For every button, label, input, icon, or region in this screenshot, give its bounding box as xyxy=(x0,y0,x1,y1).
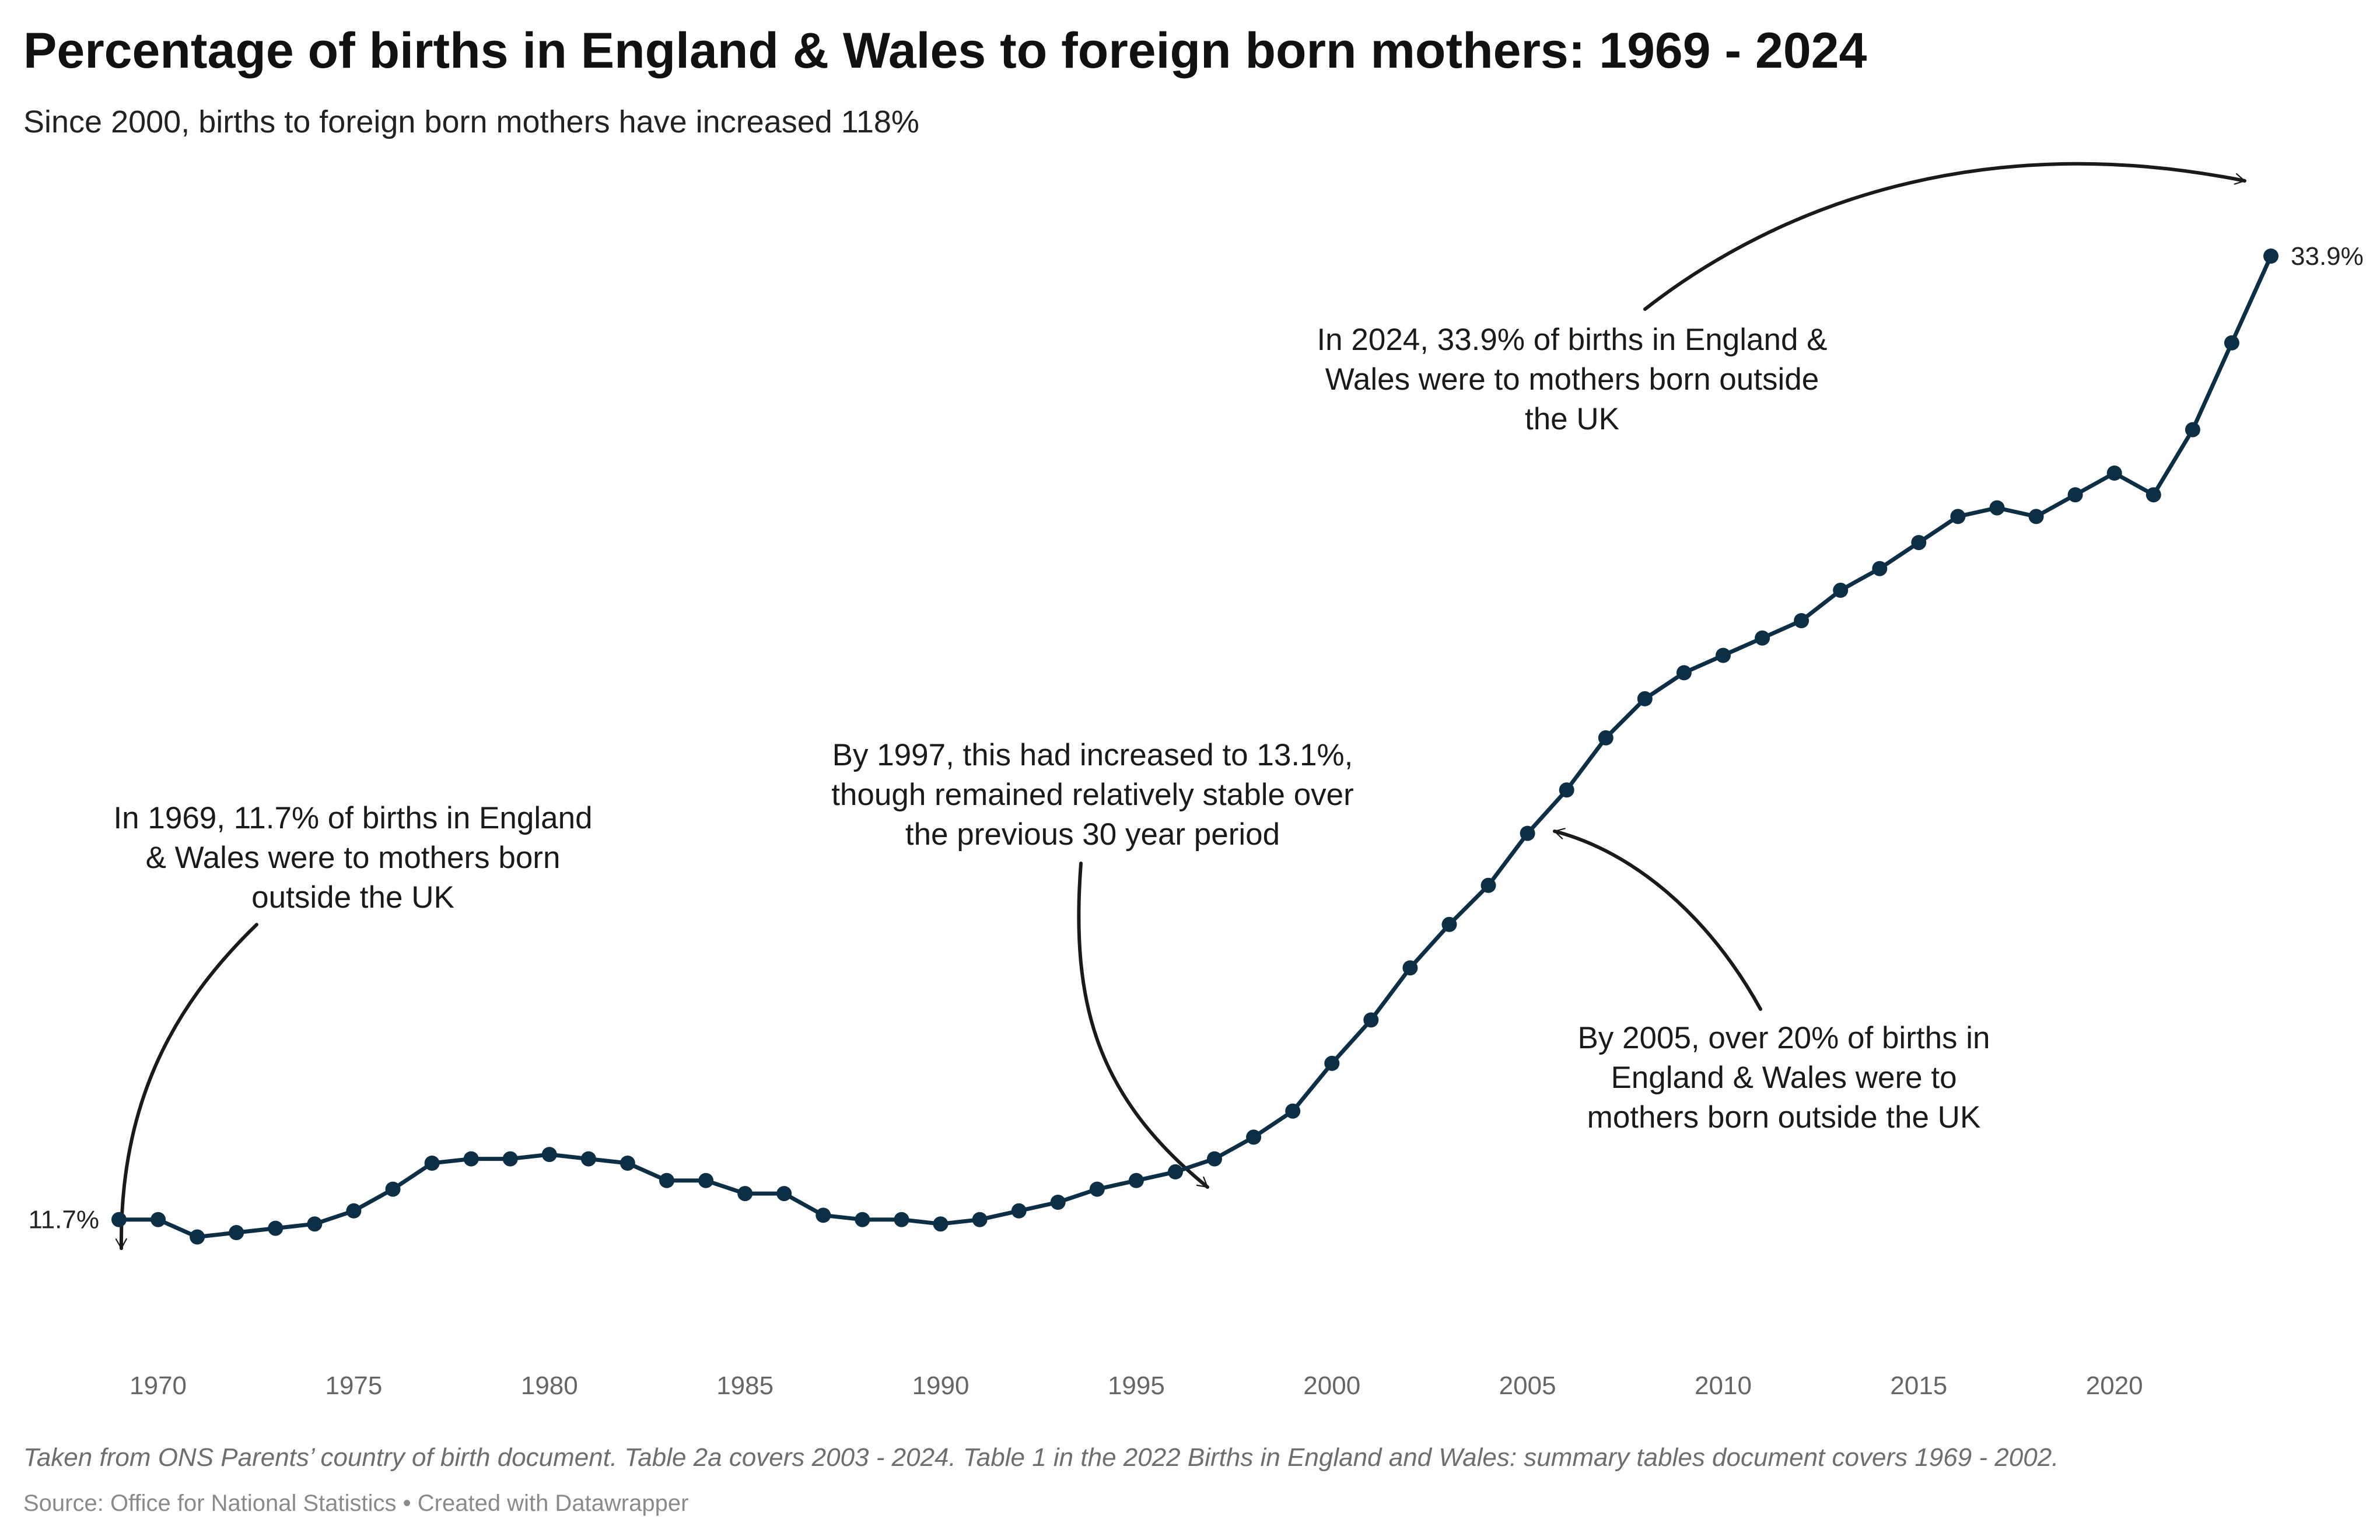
chart-notes: Taken from ONS Parents’ country of birth… xyxy=(23,1443,2059,1472)
chart-source: Source: Office for National Statistics •… xyxy=(23,1490,689,1516)
data-point xyxy=(1911,535,1927,551)
annotation-line: In 1969, 11.7% of births in England xyxy=(113,801,592,835)
data-point xyxy=(385,1181,401,1197)
data-point xyxy=(1833,582,1849,598)
data-point xyxy=(933,1216,949,1232)
data-point xyxy=(541,1147,557,1163)
annotation-line: Wales were to mothers born outside xyxy=(1325,362,1819,397)
annotation-line: By 1997, this had increased to 13.1%, xyxy=(832,738,1353,772)
end-value-label: 33.9% xyxy=(2291,242,2364,271)
data-point xyxy=(1363,1012,1379,1028)
x-tick-label: 2015 xyxy=(1890,1371,1947,1400)
data-point xyxy=(580,1151,596,1167)
end-labels: 11.7% 33.9% xyxy=(29,242,2364,1234)
data-point xyxy=(620,1156,635,1171)
data-point xyxy=(1285,1103,1301,1119)
data-point xyxy=(1324,1055,1340,1071)
x-tick-label: 1975 xyxy=(325,1371,382,1400)
data-point xyxy=(2224,335,2239,351)
data-point xyxy=(1480,877,1496,893)
x-tick-label: 1985 xyxy=(716,1371,774,1400)
data-point xyxy=(1011,1203,1027,1219)
annotation-line: & Wales were to mothers born xyxy=(146,841,561,875)
chart-subtitle: Since 2000, births to foreign born mothe… xyxy=(23,104,919,139)
annotations: In 1969, 11.7% of births in England & Wal… xyxy=(113,323,1990,1135)
data-point xyxy=(855,1212,870,1227)
annotation-text: By 1997, this had increased to 13.1%, tho… xyxy=(831,738,1354,852)
data-point xyxy=(346,1203,362,1219)
data-point xyxy=(2067,487,2083,503)
data-point xyxy=(1637,691,1653,706)
data-point xyxy=(1872,561,1888,576)
data-point xyxy=(972,1212,988,1227)
data-point xyxy=(1050,1195,1066,1210)
data-point xyxy=(1989,500,2005,516)
annotation-text: In 1969, 11.7% of births in England & Wal… xyxy=(113,801,592,915)
data-point xyxy=(1168,1164,1183,1180)
start-value-label: 11.7% xyxy=(29,1206,100,1234)
annotation-text: By 2005, over 20% of births in England & … xyxy=(1577,1021,1990,1135)
data-point xyxy=(1598,730,1614,746)
data-point xyxy=(307,1216,323,1232)
annotation-line: England & Wales were to xyxy=(1611,1060,1957,1095)
data-point xyxy=(1089,1181,1105,1197)
annotation-text: In 2024, 33.9% of births in England & Wal… xyxy=(1317,323,1827,436)
x-tick-label: 2000 xyxy=(1303,1371,1360,1400)
data-point xyxy=(1246,1129,1262,1145)
data-point xyxy=(816,1208,831,1223)
data-point xyxy=(190,1229,205,1245)
data-point xyxy=(2185,422,2200,438)
data-point xyxy=(463,1151,479,1167)
data-point xyxy=(1559,782,1574,798)
x-tick-label: 2005 xyxy=(1499,1371,1556,1400)
annotation-line: mothers born outside the UK xyxy=(1587,1100,1981,1135)
data-point xyxy=(2263,249,2278,264)
x-tick-label: 1970 xyxy=(130,1371,187,1400)
annotation-line: the UK xyxy=(1525,402,1619,436)
data-point xyxy=(1128,1172,1144,1188)
data-point xyxy=(659,1172,674,1188)
line-chart: 1970 1975 1980 1985 1990 1995 2000 2005 2010 2015… xyxy=(29,162,2364,1400)
data-point xyxy=(1716,648,1731,663)
data-point xyxy=(1794,613,1810,628)
data-point xyxy=(1441,916,1457,932)
annotation-arrows xyxy=(121,162,2246,1250)
data-point xyxy=(1950,509,1966,524)
annotation-arrow xyxy=(121,923,258,1250)
annotation-arrow xyxy=(1643,162,2246,311)
data-point xyxy=(1207,1151,1222,1167)
annotation-arrow xyxy=(1077,862,1209,1189)
data-point xyxy=(268,1220,284,1236)
x-tick-label: 1980 xyxy=(521,1371,578,1400)
x-tick-label: 2010 xyxy=(1695,1371,1752,1400)
data-point xyxy=(424,1156,440,1171)
x-tick-label: 2020 xyxy=(2086,1371,2143,1400)
data-point xyxy=(2028,509,2044,524)
data-point xyxy=(150,1212,166,1227)
data-point xyxy=(776,1186,792,1202)
x-axis: 1970 1975 1980 1985 1990 1995 2000 2005 2010 2015… xyxy=(130,1371,2143,1400)
annotation-arrow xyxy=(1553,831,1762,1011)
data-point xyxy=(1755,630,1770,646)
annotation-line: though remained relatively stable over xyxy=(831,778,1354,812)
x-tick-label: 1995 xyxy=(1108,1371,1165,1400)
annotation-line: outside the UK xyxy=(251,880,454,915)
data-point xyxy=(1676,665,1692,681)
data-point xyxy=(229,1225,244,1240)
data-point xyxy=(1520,825,1535,841)
data-point xyxy=(2146,487,2161,503)
annotation-line: In 2024, 33.9% of births in England & xyxy=(1317,323,1827,357)
data-point xyxy=(698,1172,714,1188)
data-point xyxy=(1402,960,1418,976)
data-point xyxy=(737,1186,753,1202)
data-point xyxy=(894,1212,909,1227)
data-point xyxy=(2106,466,2122,481)
annotation-line: By 2005, over 20% of births in xyxy=(1577,1021,1990,1055)
series-layer xyxy=(111,249,2278,1245)
chart-title: Percentage of births in England & Wales … xyxy=(23,23,1867,79)
annotation-line: the previous 30 year period xyxy=(905,817,1280,852)
x-tick-label: 1990 xyxy=(912,1371,970,1400)
data-point xyxy=(502,1151,518,1167)
data-point xyxy=(111,1212,127,1227)
